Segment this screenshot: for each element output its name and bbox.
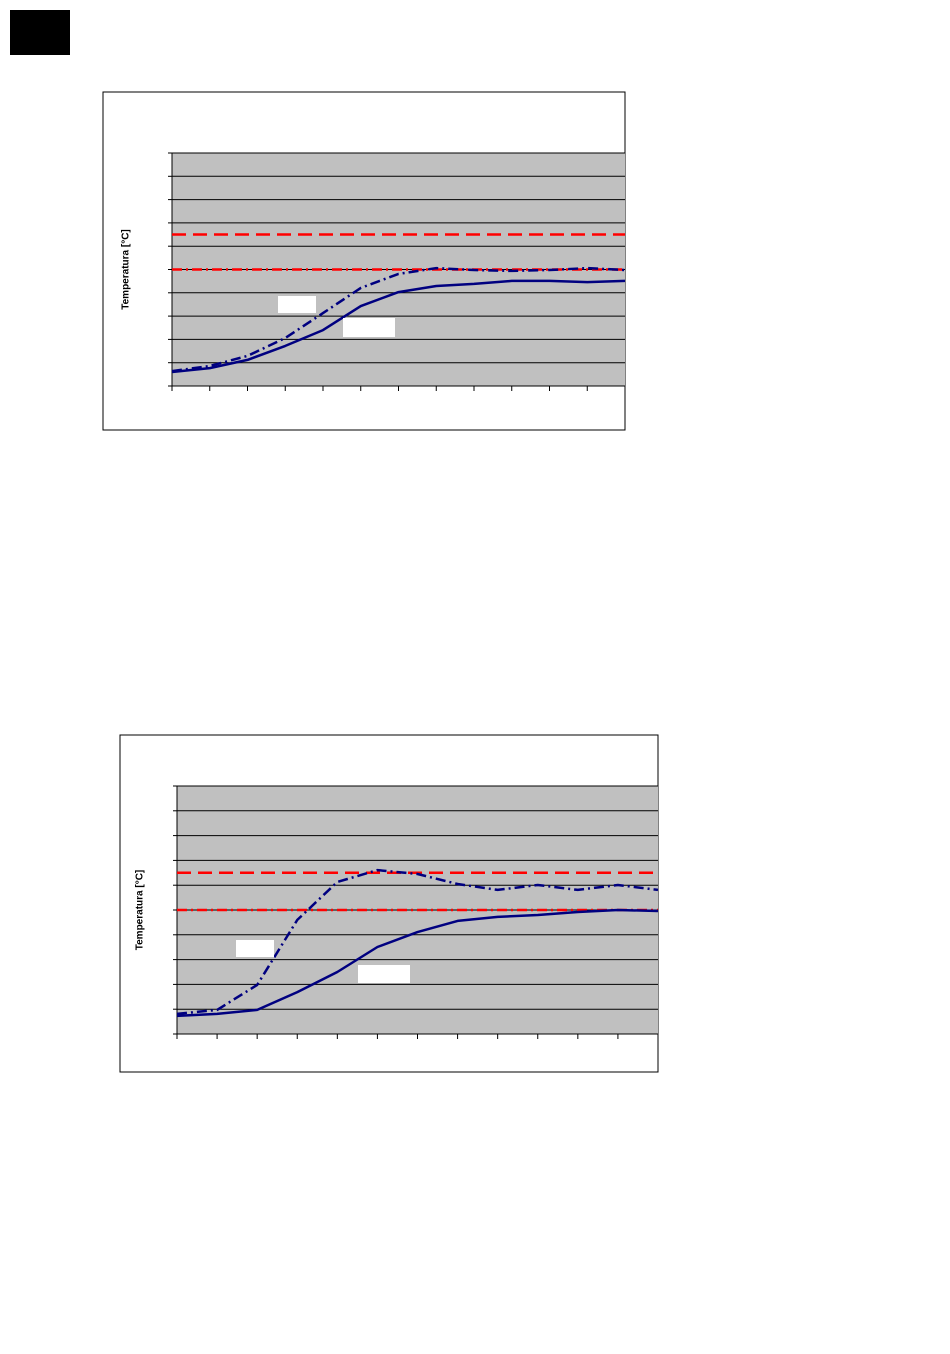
- chart: Temperatura [°C]: [119, 734, 659, 1073]
- series-line: [176, 868, 659, 1016]
- chart: Temperatura [°C]: [102, 91, 626, 431]
- label-box: [358, 965, 410, 983]
- series-line: [176, 908, 659, 1018]
- label-box: [343, 318, 395, 337]
- label-box: [278, 296, 316, 313]
- label-box: [236, 940, 274, 957]
- page-marker: [10, 10, 70, 55]
- y-axis-label: Temperatura [°C]: [135, 870, 146, 951]
- series-line: [171, 279, 626, 374]
- y-axis-label: Temperatura [°C]: [121, 229, 132, 310]
- series-line: [171, 266, 626, 373]
